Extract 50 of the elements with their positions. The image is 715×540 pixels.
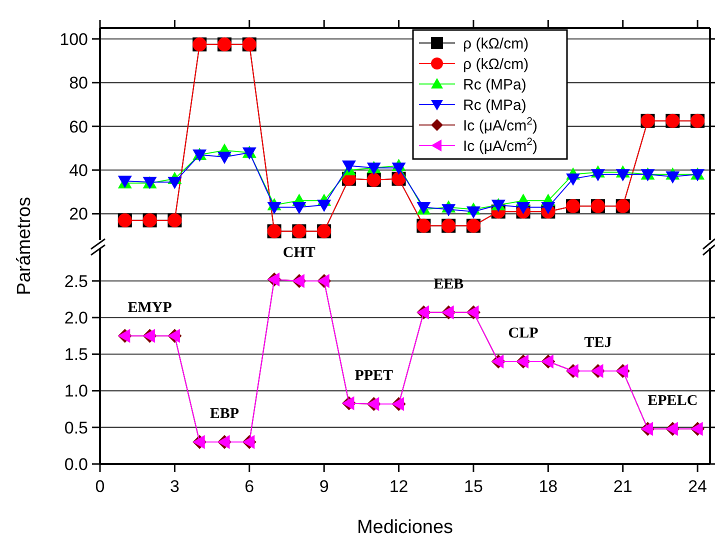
annotation: EBP <box>210 406 240 422</box>
annotation: EMYP <box>128 300 172 316</box>
point <box>616 169 630 182</box>
y-tick-label: 2.0 <box>64 308 88 328</box>
x-tick-label: 21 <box>613 477 632 496</box>
legend-label: Rc (MPa) <box>463 76 526 94</box>
point <box>466 206 480 219</box>
legend-label: ρ (kΩ/cm) <box>463 56 529 73</box>
legend-label: Ic (μA/cm$^{2}$) <box>463 136 538 155</box>
y-tick-label: 100 <box>60 30 88 49</box>
point <box>541 202 556 214</box>
point <box>317 200 332 212</box>
point <box>442 204 456 216</box>
annotation: TEJ <box>584 335 612 352</box>
legend-label: Rc (MPa) <box>463 96 526 114</box>
legend-label: Ic (μA/cm$^{2}$) <box>463 115 538 134</box>
x-axis-title: Mediciones <box>356 517 454 538</box>
y-tick-label: 0.5 <box>64 418 88 438</box>
x-tick-label: 12 <box>389 477 408 496</box>
annotation: EPELC <box>648 392 698 409</box>
y-tick-label: 2.5 <box>64 272 88 291</box>
x-tick-label: 24 <box>688 477 708 496</box>
x-tick-label: 18 <box>538 477 558 496</box>
point <box>267 202 282 214</box>
x-tick-label: 6 <box>244 477 254 496</box>
y-tick-label: 20 <box>69 204 88 224</box>
legend-label: ρ (kΩ/cm) <box>463 35 529 52</box>
point <box>292 202 306 214</box>
point <box>516 202 530 214</box>
x-tick-label: 3 <box>170 477 180 496</box>
annotation: CLP <box>508 325 538 342</box>
annotation: PPET <box>354 368 394 384</box>
y-axis-title: Parámetros <box>14 196 35 296</box>
annotation: CHT <box>282 244 316 261</box>
y-tick-label: 40 <box>69 161 88 180</box>
y-tick-label: 60 <box>69 117 88 136</box>
point <box>168 176 182 190</box>
point <box>342 160 356 173</box>
y-tick-label: 1.0 <box>64 382 88 401</box>
y-tick-label: 1.5 <box>64 345 88 364</box>
y-tick-label: 80 <box>69 74 88 93</box>
point <box>590 169 605 182</box>
point <box>566 174 580 186</box>
x-tick-label: 15 <box>464 477 483 496</box>
x-tick-label: 9 <box>319 477 329 496</box>
y-tick-label: 0.0 <box>64 454 88 474</box>
x-tick-label: 0 <box>95 477 105 496</box>
point <box>666 171 680 184</box>
point <box>217 152 232 164</box>
point <box>392 162 406 175</box>
